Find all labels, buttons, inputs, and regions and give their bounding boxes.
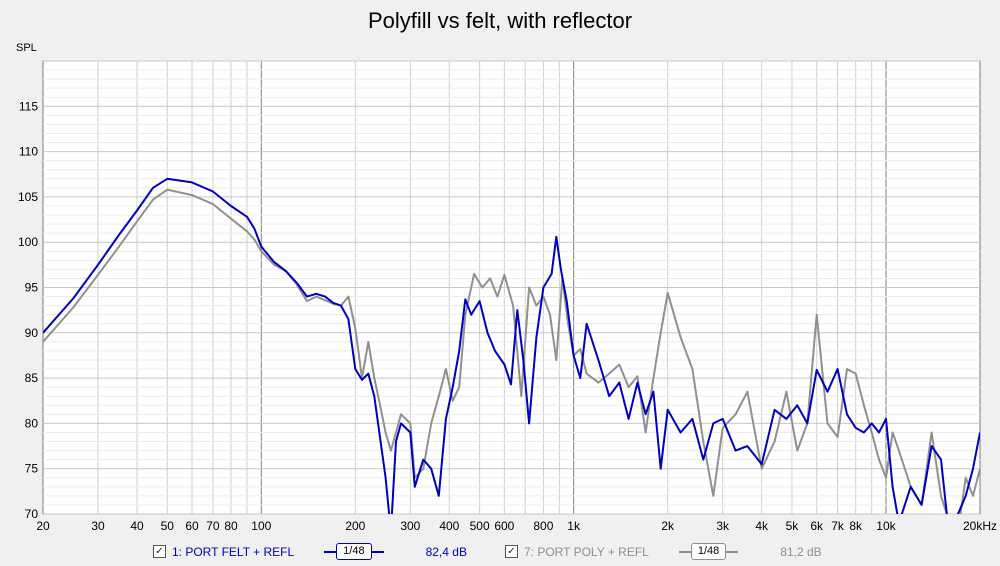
smoothing-control[interactable]: 1/48: [678, 543, 739, 560]
x-tick-label: 500: [470, 519, 490, 533]
smoothing-control[interactable]: 1/48: [324, 543, 384, 560]
x-tick-label: 4k: [755, 519, 769, 533]
x-tick-label: 7k: [831, 519, 845, 533]
x-tick-label: 80: [224, 519, 238, 533]
legend-value: 82,4 dB: [425, 544, 467, 559]
checkbox-icon[interactable]: ✓: [153, 545, 166, 558]
legend-label: 1: PORT FELT + REFL: [172, 544, 295, 559]
y-tick-label: 115: [19, 99, 38, 113]
x-tick-label: 200: [345, 519, 365, 533]
line-swatch: [678, 550, 691, 553]
x-tick-label: 3k: [716, 519, 730, 533]
legend-item-felt[interactable]: ✓ 1: PORT FELT + REFL 1/48 82,4 dB: [153, 543, 467, 560]
checkbox-icon[interactable]: ✓: [505, 545, 518, 558]
x-tick-label: 30: [91, 519, 105, 533]
x-tick-label: 300: [400, 519, 420, 533]
x-tick-label: 400: [439, 519, 459, 533]
x-tick-label: 800: [533, 519, 553, 533]
legend-label: 7: PORT POLY + REFL: [524, 544, 649, 559]
x-tick-label: 600: [494, 519, 514, 533]
x-tick-label: 6k: [810, 519, 824, 533]
y-tick-label: 70: [25, 507, 39, 521]
x-tick-label: 5k: [786, 519, 800, 533]
y-axis-label: SPL: [16, 42, 37, 54]
series-line: [43, 177, 980, 514]
y-tick-label: 100: [18, 235, 38, 249]
x-tick-label: 2k: [661, 519, 675, 533]
series-line: [43, 188, 980, 514]
x-tick-label: 60: [185, 519, 199, 533]
y-tick-label: 75: [25, 462, 39, 476]
y-tick-label: 90: [25, 326, 39, 340]
y-tick-label: 105: [18, 190, 38, 204]
x-tick-label: 20kHz: [963, 519, 997, 533]
y-tick-label: 110: [19, 145, 38, 159]
y-tick-label: 85: [25, 371, 39, 385]
line-swatch: [726, 550, 739, 553]
x-tick-label: 40: [130, 519, 144, 533]
x-tick-label: 100: [251, 519, 271, 533]
legend-item-poly[interactable]: ✓ 7: PORT POLY + REFL 1/48 81,2 dB: [505, 543, 822, 560]
smoothing-label[interactable]: 1/48: [690, 543, 727, 560]
smoothing-label[interactable]: 1/48: [336, 543, 372, 560]
y-tick-label: 80: [25, 416, 39, 430]
x-tick-label: 50: [161, 519, 175, 533]
line-swatch: [371, 550, 384, 553]
chart-title: Polyfill vs felt, with reflector: [367, 8, 633, 33]
x-tick-label: 8k: [849, 519, 863, 533]
x-tick-label: 70: [206, 519, 220, 533]
x-tick-label: 20: [36, 519, 50, 533]
legend-value: 81,2 dB: [780, 544, 822, 559]
line-swatch: [324, 550, 337, 553]
x-tick-label: 1k: [567, 519, 581, 533]
x-tick-label: 10k: [876, 519, 896, 533]
y-tick-label: 95: [25, 281, 39, 295]
